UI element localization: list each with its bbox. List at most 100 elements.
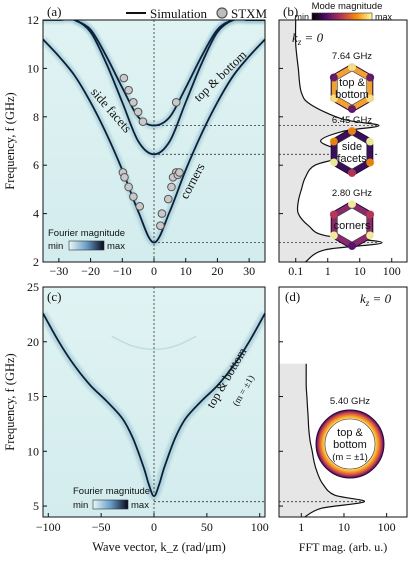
panel-d-spectrum-line (304, 363, 365, 517)
panel-b-frame (278, 19, 408, 263)
panel-b-hexagon-hotspot (329, 137, 338, 146)
legend-simulation-label: Simulation (150, 6, 208, 21)
fourier-bar-title-c: Fourier magnitude (73, 486, 150, 497)
panel-d-x-tick-label: 10 (338, 520, 350, 534)
panel-b-hexagon-core (336, 70, 368, 106)
panel-a-simulation-line (43, 38, 265, 244)
fourier-bar-gradient-c (92, 499, 129, 510)
panel-a-x-tick-label: 30 (243, 264, 255, 278)
panel-b-x-tick-label: 0.1 (288, 264, 303, 278)
fourier-bar-max-c: max (131, 500, 149, 511)
panel-d-ring-label: bottom (333, 439, 367, 451)
panel-b-hexagon-hotspot (366, 231, 375, 240)
legend: Simulation STXM (126, 6, 268, 21)
panel-b-hexagon-hotspot (329, 73, 338, 82)
panel-a-x-tick-label: −10 (113, 264, 132, 278)
panel-b-hexagon-hotspot (348, 242, 356, 250)
panel-d-frame (278, 286, 408, 518)
panel-b-hexagon-label: corners (334, 220, 371, 232)
panel-a-plot-area (43, 20, 265, 262)
panel-d-ring-core (324, 418, 376, 470)
panel-b-hexagon-core (336, 207, 368, 243)
panel-a-label: (a) (47, 4, 61, 19)
panel-a-stxm-point (120, 173, 129, 182)
mode-magnitude-max: max (375, 12, 393, 22)
panel-b-hexagon-hotspot (348, 169, 356, 177)
panel-b-hexagon-hotspot (366, 73, 375, 82)
panel-b-hexagon-hotspot (329, 94, 338, 103)
panel-a-y-axis-label: Frequency, f (GHz) (3, 92, 17, 189)
panel-b-hexagon-label: top & (339, 77, 365, 89)
panel-c-x-tick-label: −100 (36, 520, 61, 534)
panel-c-x-tick-label: −50 (92, 520, 111, 534)
panel-c-x-axis-label: Wave vector, k_z (rad/μm) (92, 540, 226, 554)
panel-b-hexagon-hotspot (348, 127, 356, 135)
panel-a-stxm-point (133, 107, 143, 117)
panel-b-area-fill (279, 20, 383, 262)
panel-b-hexagon-hotspot (348, 200, 356, 208)
mode-magnitude-min: min (294, 12, 309, 22)
panel-a-stxm-point (124, 85, 133, 95)
panel-b-hexagon-label: bottom (335, 89, 369, 101)
panel-b-hexagon-hotspot (366, 94, 375, 103)
panel-a-stxm-point (119, 73, 129, 83)
panel-b-x-tick-label: 100 (383, 264, 401, 278)
panel-b-hexagon-label: facets (337, 153, 367, 165)
panel-b-peak-freq: 6.45 GHz (332, 115, 372, 126)
panel-b-label: (b) (283, 4, 298, 19)
panel-d-kz-title: kz = 0 (360, 291, 392, 308)
panel-d-plot-area (279, 363, 365, 517)
panel-b-x-tick-label: 10 (354, 264, 366, 278)
mode-magnitude-colorbar: Mode magnitude min max (294, 1, 392, 22)
panel-a-y-tick-label: 8 (33, 110, 39, 124)
panel-a-x-tick-label: 20 (211, 264, 223, 278)
fourier-bar-title-a: Fourier magnitude (48, 228, 125, 239)
panel-b-hexagon-hotspot (366, 137, 375, 146)
panel-a-y-tick-label: 6 (33, 158, 39, 172)
panel-c-x-tick-label: 0 (151, 520, 157, 534)
panel-b-x-tick-label: 1 (325, 264, 331, 278)
panel-a-stxm-point (163, 194, 173, 204)
panel-b-hexagon-hotspot (329, 158, 338, 167)
panel-c-fourier-colorbar: Fourier magnitude min max (73, 486, 150, 511)
panel-a: −30 −20 −10 0 10 20 30 2 4 6 8 10 12 (a) Frequency, f … (3, 4, 266, 278)
fourier-bar-gradient-a (68, 240, 105, 251)
panel-b-hexagon-core (336, 134, 368, 170)
panel-c-plot-area (43, 287, 265, 517)
panel-a-stxm-point (157, 209, 167, 218)
panel-d-x-tick-label: 100 (378, 520, 396, 534)
panel-d-area-fill (279, 363, 365, 517)
panel-c-y-tick-label: 20 (27, 335, 39, 349)
panel-a-stxm-point (156, 221, 165, 230)
panel-c-y-axis-label: Frequency, f (GHz) (3, 353, 17, 450)
panel-c-label: (c) (47, 289, 61, 304)
panel-b-hexagon-hotspot (348, 105, 356, 113)
panel-b-hexagon-hotspot (348, 63, 356, 71)
panel-d: 1 10 100 (d) kz = 0 FFT mag. (arb. u.) 5.40 GH… (278, 286, 408, 554)
legend-stxm-label: STXM (231, 6, 268, 21)
panel-d-x-tick-label: 1 (298, 520, 304, 534)
panel-b-hexagon-hotspot (329, 210, 338, 219)
panel-d-x-axis-label: FFT mag. (arb. u.) (299, 540, 387, 554)
panel-b-peak-freq: 2.80 GHz (332, 188, 372, 199)
panel-a-stxm-point (167, 182, 176, 192)
panel-c-y-tick-label: 15 (27, 390, 39, 404)
legend-stxm-marker (216, 7, 228, 19)
panel-d-ring-label: top & (337, 427, 363, 439)
panel-b-hexagon-hotspot (366, 210, 375, 219)
panel-b-kz-title: kz = 0 (292, 30, 324, 47)
fourier-bar-min-a: min (48, 241, 63, 252)
panel-a-simulation-line (74, 20, 265, 127)
panel-a-stxm-point (124, 182, 133, 192)
panel-a-stxm-point (129, 97, 138, 107)
fourier-bar-max-a: max (107, 241, 125, 252)
panel-c-y-tick-label: 10 (27, 444, 39, 458)
panel-d-ring-label: (m = ±1) (332, 452, 368, 463)
panel-a-fourier-colorbar: Fourier magnitude min max (48, 228, 125, 252)
panel-a-stxm-point (175, 168, 184, 177)
panel-c: −100 −50 0 50 100 5 10 15 20 25 (c) Frequency, f (G… (3, 280, 269, 554)
panel-c-y-tick-label: 5 (33, 499, 39, 513)
panel-a-x-tick-label: 10 (180, 264, 192, 278)
panel-b-peak-freq: 7.64 GHz (332, 51, 372, 62)
